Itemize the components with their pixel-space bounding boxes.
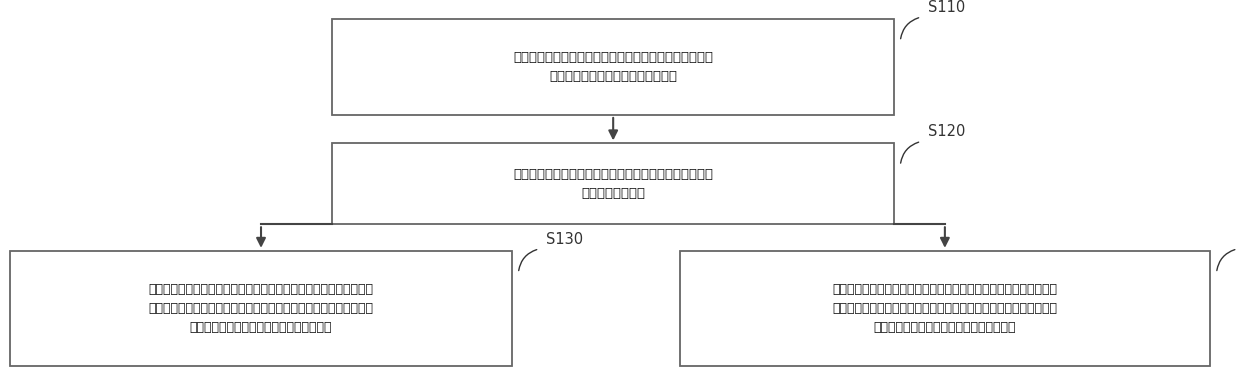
Text: 根据柴油机水温判断柴油机工作的状态，其中所述柴油机
工作的状态包括常温状态和低温状态: 根据柴油机水温判断柴油机工作的状态，其中所述柴油机 工作的状态包括常温状态和低温… <box>513 51 713 83</box>
FancyBboxPatch shape <box>332 143 894 224</box>
FancyBboxPatch shape <box>680 251 1210 366</box>
Text: 采集柴油机的碳烟参数，并通过标定所述碳烟参数建立柴
油机碳烟计算模型: 采集柴油机的碳烟参数，并通过标定所述碳烟参数建立柴 油机碳烟计算模型 <box>513 168 713 200</box>
FancyBboxPatch shape <box>332 19 894 115</box>
Text: S120: S120 <box>928 124 965 139</box>
Text: S110: S110 <box>928 0 965 15</box>
Text: 若所述柴油机工作的状态为低温状态，根据柴油机碳烟计算模型计算
低温状态下的柴油机碳烟质量流量，其中，所述柴油机碳烟计算模型
中的修正系数为低温状态下的第二修正系: 若所述柴油机工作的状态为低温状态，根据柴油机碳烟计算模型计算 低温状态下的柴油机… <box>832 283 1058 334</box>
Text: 若所述柴油机工作的状态为常温状态，根据柴油机碳烟计算模型计算
常温状态下的柴油机碳烟质量流量，其中，所述柴油机碳烟计算模型
中的修正系数为常温状态下的第一修正系: 若所述柴油机工作的状态为常温状态，根据柴油机碳烟计算模型计算 常温状态下的柴油机… <box>149 283 373 334</box>
Text: S130: S130 <box>546 232 583 247</box>
FancyBboxPatch shape <box>10 251 512 366</box>
